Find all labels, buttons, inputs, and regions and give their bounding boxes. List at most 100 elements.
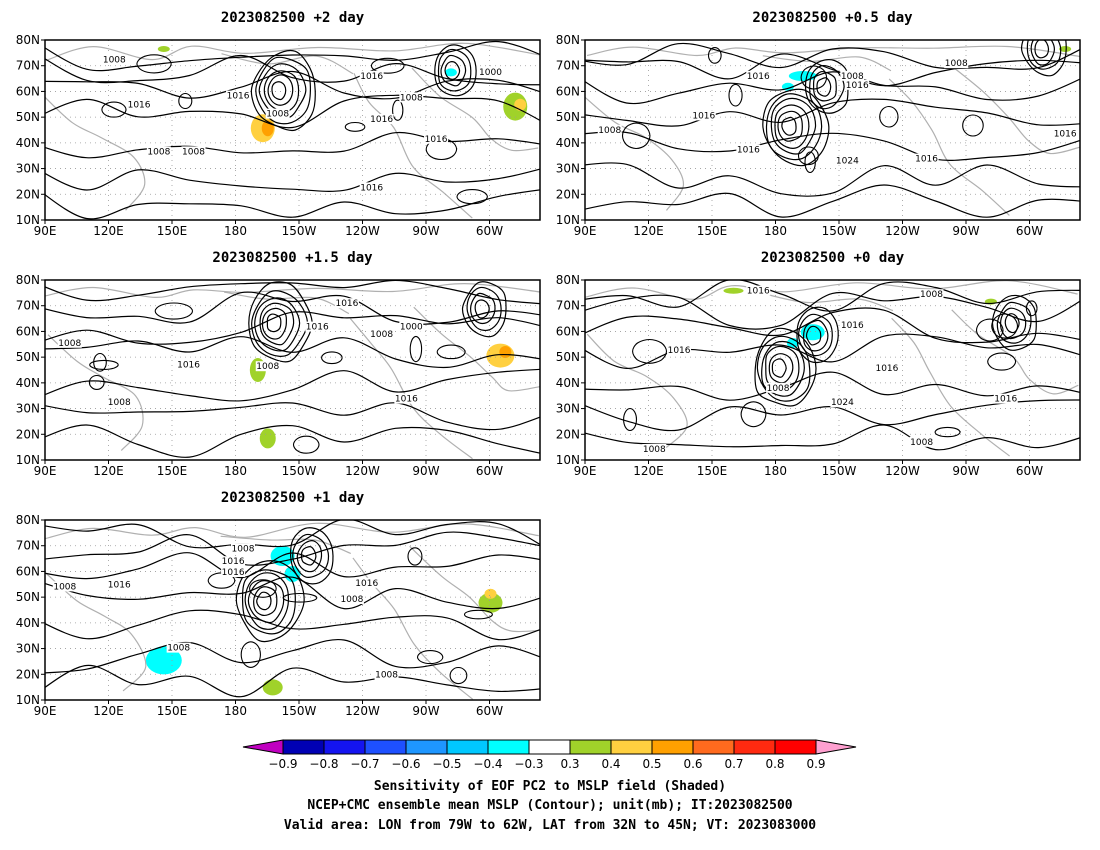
colorbar-label: −0.8: [309, 757, 338, 771]
mslp-contour: [45, 520, 540, 549]
mslp-contour-closed: [991, 313, 1019, 339]
lat-tick-label: 20N: [16, 427, 40, 441]
mslp-contour-closed: [261, 307, 288, 340]
contour-label-bg: [736, 144, 761, 155]
contour-label-bg: [835, 155, 860, 166]
mslp-contour-closed: [154, 302, 194, 320]
contour-label-bg: [840, 70, 865, 81]
mslp-contour-closed: [266, 313, 282, 333]
coastline: [951, 309, 1079, 395]
colorbar-cell: [364, 739, 407, 755]
coastline: [765, 293, 894, 312]
map-area: 1016 1016 1000 1008 1008 1016 1008 1008 1016: [45, 280, 540, 460]
lat-tick-label: 10N: [556, 213, 580, 227]
contour-label: 1008: [375, 671, 398, 681]
contour-label: 1016: [335, 299, 358, 309]
mslp-contour: [45, 189, 540, 220]
contour-label: 1016: [108, 581, 131, 591]
panel-title: 2023082500 +0 day: [761, 250, 905, 266]
contour-label-bg: [354, 577, 379, 588]
lon-tick-label: 60W: [476, 464, 503, 478]
mslp-contour-closed: [1034, 40, 1050, 59]
contour-label-bg: [667, 345, 692, 355]
coastline: [585, 280, 1078, 300]
contour-label: 1016: [737, 146, 760, 156]
colorbar-cell: [692, 739, 735, 755]
mslp-contour-closed: [258, 63, 307, 119]
colorbar-cell: [323, 739, 366, 755]
mslp-contour: [45, 131, 540, 159]
mslp-contour-closed: [271, 81, 287, 101]
mslp-contour: [585, 333, 1080, 370]
mslp-contour: [45, 368, 540, 402]
mslp-contour-closed: [805, 325, 822, 346]
mslp-contour-closed: [88, 374, 105, 390]
map-panel-p2: 2023082500 +2 day 1008 1016 1016 1016 1008 101…: [16, 10, 541, 238]
lon-tick-label: 120E: [633, 464, 664, 478]
mslp-contour-closed: [816, 77, 832, 97]
mslp-contour-closed: [797, 313, 833, 357]
mslp-contour-closed: [344, 121, 366, 132]
mslp-contour-closed: [975, 318, 1004, 342]
mslp-contour: [585, 307, 1080, 344]
contour-label: 1016: [227, 92, 250, 102]
mslp-contour-closed: [474, 299, 490, 319]
lon-tick-label: 120W: [885, 224, 920, 238]
mslp-contour-closed: [1026, 40, 1062, 70]
sensitivity-shading: [514, 98, 527, 111]
lat-tick-label: 20N: [556, 187, 580, 201]
contour-label: 1008: [58, 339, 81, 349]
contour-label-bg: [176, 359, 201, 370]
lat-tick-label: 60N: [556, 324, 580, 338]
mslp-contour: [585, 71, 1080, 105]
coastline: [223, 291, 350, 315]
contour-label: 1008: [256, 362, 279, 372]
lat-tick-label: 30N: [556, 162, 580, 176]
contour-label: 1008: [945, 59, 968, 69]
contour-label: 1016: [875, 364, 898, 374]
mslp-contour-closed: [463, 609, 493, 620]
map-area: 1016 1008 1016 1016 1008 1024 1016 1016 1008 1008: [585, 280, 1080, 460]
lat-tick-label: 30N: [556, 402, 580, 416]
mslp-contour-closed: [770, 97, 817, 155]
lon-tick-label: 150E: [157, 464, 188, 478]
mslp-contour-closed: [247, 580, 285, 624]
mslp-contour-closed: [1020, 40, 1067, 77]
contour-label-bg: [919, 289, 944, 300]
contour-label: 1008: [108, 398, 131, 408]
mslp-contour-closed: [292, 533, 330, 578]
mslp-contour-closed: [321, 351, 343, 365]
mslp-contour-closed: [469, 292, 496, 325]
panel-title: 2023082500 +1 day: [221, 490, 365, 506]
mslp-contour: [45, 336, 540, 369]
lon-tick-label: 60W: [476, 704, 503, 718]
colorbar: −0.9 −0.8 −0.7 −0.6 −0.5 −0.4 −0.3 0.3 0.4 0.5 0.6…: [242, 739, 857, 771]
lon-tick-label: 180: [224, 464, 247, 478]
mslp-contour-closed: [800, 65, 828, 90]
lat-tick-label: 80N: [16, 273, 40, 287]
lat-tick-label: 50N: [556, 350, 580, 364]
lat-tick-label: 70N: [556, 59, 580, 73]
mslp-contour-closed: [178, 92, 193, 110]
contour-label: 1016: [692, 111, 715, 121]
contour-label-bg: [359, 70, 384, 81]
coastline: [762, 55, 892, 72]
mslp-contour-closed: [89, 359, 119, 370]
panel-title: 2023082500 +0.5 day: [752, 10, 913, 26]
lat-tick-label: 80N: [556, 33, 580, 47]
lat-tick-label: 30N: [16, 402, 40, 416]
lat-tick-label: 80N: [16, 513, 40, 527]
contour-label-bg: [399, 321, 424, 332]
lon-tick-label: 90E: [574, 224, 597, 238]
mslp-contour: [45, 40, 540, 72]
lon-tick-label: 150E: [697, 464, 728, 478]
lat-tick-label: 60N: [16, 324, 40, 338]
mslp-contour-closed: [1004, 313, 1020, 334]
lat-tick-label: 70N: [556, 299, 580, 313]
lon-tick-label: 120E: [633, 224, 664, 238]
lat-tick-label: 20N: [16, 667, 40, 681]
lon-tick-label: 120E: [93, 464, 124, 478]
lat-tick-label: 10N: [556, 453, 580, 467]
colorbar-cell: [774, 739, 817, 755]
